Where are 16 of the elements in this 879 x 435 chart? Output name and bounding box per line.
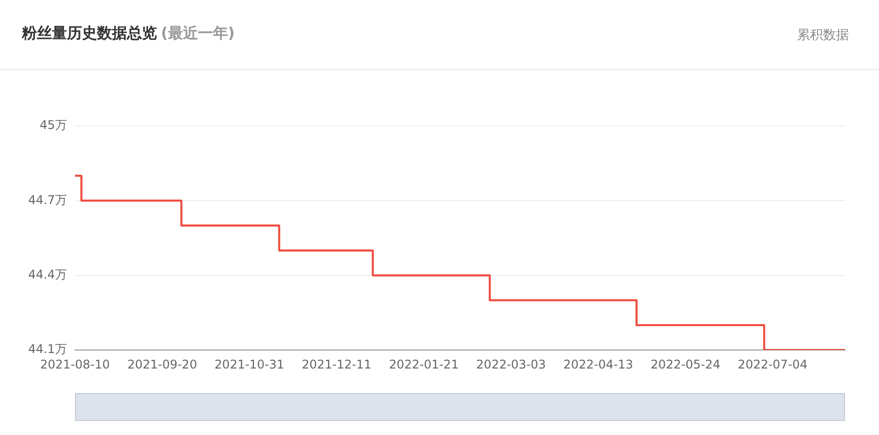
text: 累积数据	[797, 27, 849, 44]
y-tick-label: 45万	[40, 118, 67, 132]
x-tick-label: 2021-10-31	[214, 357, 284, 372]
x-tick-label: 2021-12-11	[302, 357, 372, 372]
x-tick-label: 2022-05-24	[650, 357, 720, 372]
x-tick-label: 2021-08-10	[40, 357, 110, 372]
y-tick-label: 44.4万	[28, 267, 67, 282]
x-tick-label: 2022-04-13	[563, 357, 634, 372]
y-tick-label: 44.7万	[28, 192, 67, 207]
x-tick-label: 2021-09-20	[127, 357, 198, 372]
x-tick-label: 2022-07-04	[738, 357, 808, 372]
x-tick-label: 2022-01-21	[388, 357, 459, 372]
chart-title: 粉丝量历史数据总览	[22, 24, 157, 42]
chart-subtitle: (最近一年)	[161, 24, 235, 42]
x-tick-label: 2022-03-03	[476, 357, 546, 372]
y-tick-label: 44.1万	[28, 342, 67, 356]
